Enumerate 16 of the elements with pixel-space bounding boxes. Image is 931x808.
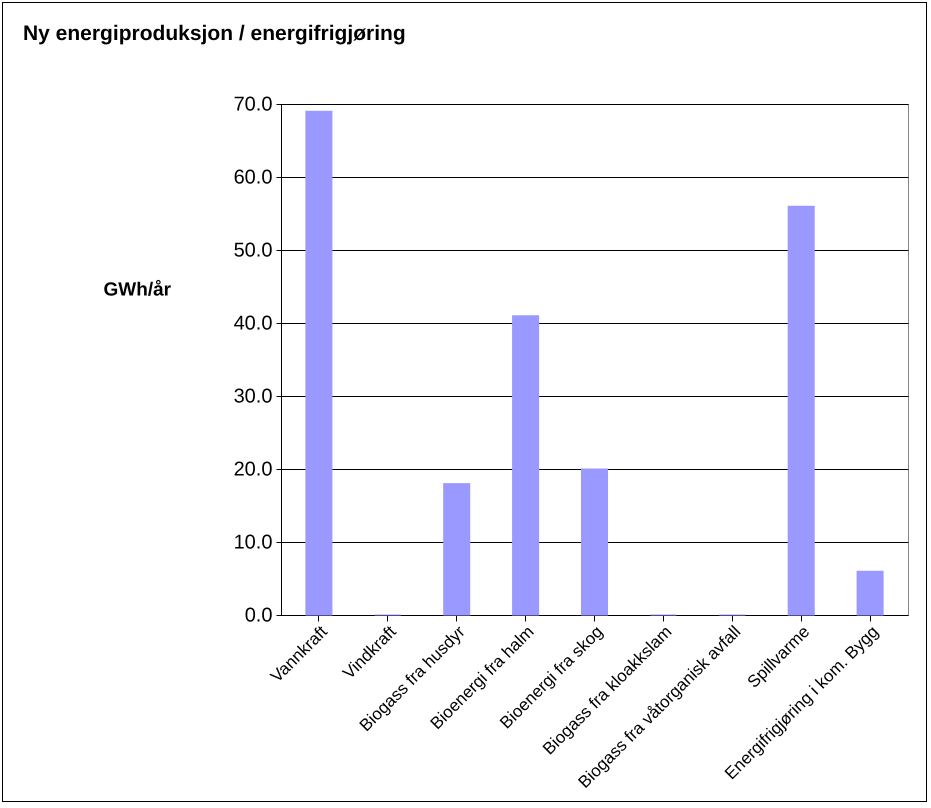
y-tick-label: 50.0 [234,240,272,262]
bar [856,570,884,616]
bar [512,315,540,616]
y-tick-label: 0.0 [244,604,272,626]
chart-title: Ny energiproduksjon / energifrigjøring [23,22,406,45]
y-tick-label: 60.0 [234,166,272,188]
y-axis-title: GWh/år [104,280,172,300]
y-tick-label: 20.0 [234,458,272,480]
y-tick-label: 40.0 [234,312,272,334]
y-tick-label: 70.0 [234,94,272,116]
bar [788,206,815,616]
y-tick-label: 30.0 [234,386,272,408]
y-tick-label: 10.0 [234,532,272,554]
bar [305,110,332,616]
bar [580,468,608,616]
bar [443,483,470,616]
